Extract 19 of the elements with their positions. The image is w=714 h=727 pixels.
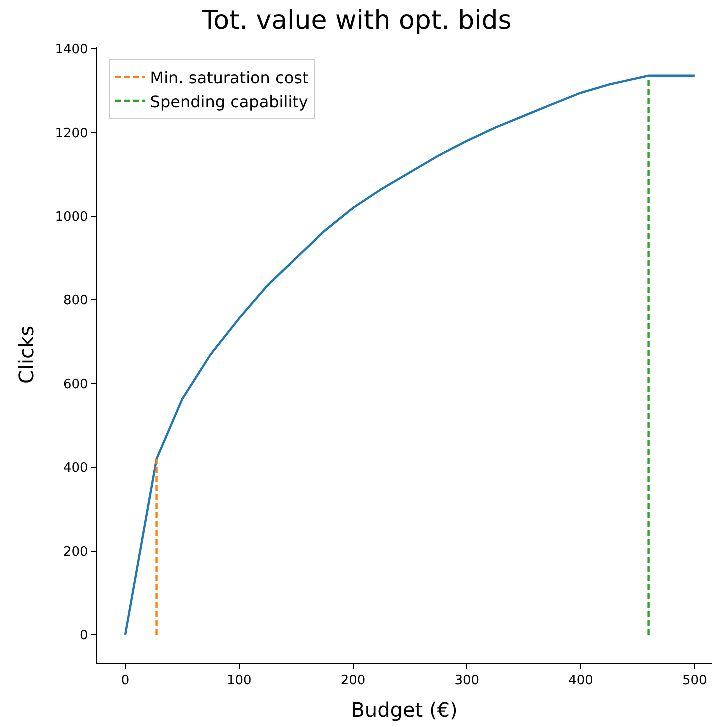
x-tick-label: 300 xyxy=(454,674,480,689)
y-tick-label: 800 xyxy=(63,294,88,309)
y-tick-label: 200 xyxy=(63,544,88,560)
x-tick-label: 100 xyxy=(226,674,252,689)
y-axis-title: Clicks xyxy=(14,326,39,384)
y-tick-label: 400 xyxy=(63,461,88,476)
x-tick-label: 200 xyxy=(340,674,366,689)
y-tick-label: 600 xyxy=(63,377,88,392)
x-tick-label: 0 xyxy=(121,674,130,689)
y-tick-label: 1000 xyxy=(55,210,88,226)
y-tick-label: 1400 xyxy=(55,42,88,58)
legend-label: Spending capability xyxy=(150,92,308,112)
chart-title: Tot. value with opt. bids xyxy=(201,6,512,36)
legend-label: Min. saturation cost xyxy=(150,68,309,88)
x-tick-label: 500 xyxy=(682,674,708,689)
x-tick-label: 400 xyxy=(568,674,594,689)
y-tick-label: 0 xyxy=(80,628,88,644)
x-axis-title: Budget (€) xyxy=(351,698,458,722)
y-tick-label: 1200 xyxy=(55,126,88,142)
